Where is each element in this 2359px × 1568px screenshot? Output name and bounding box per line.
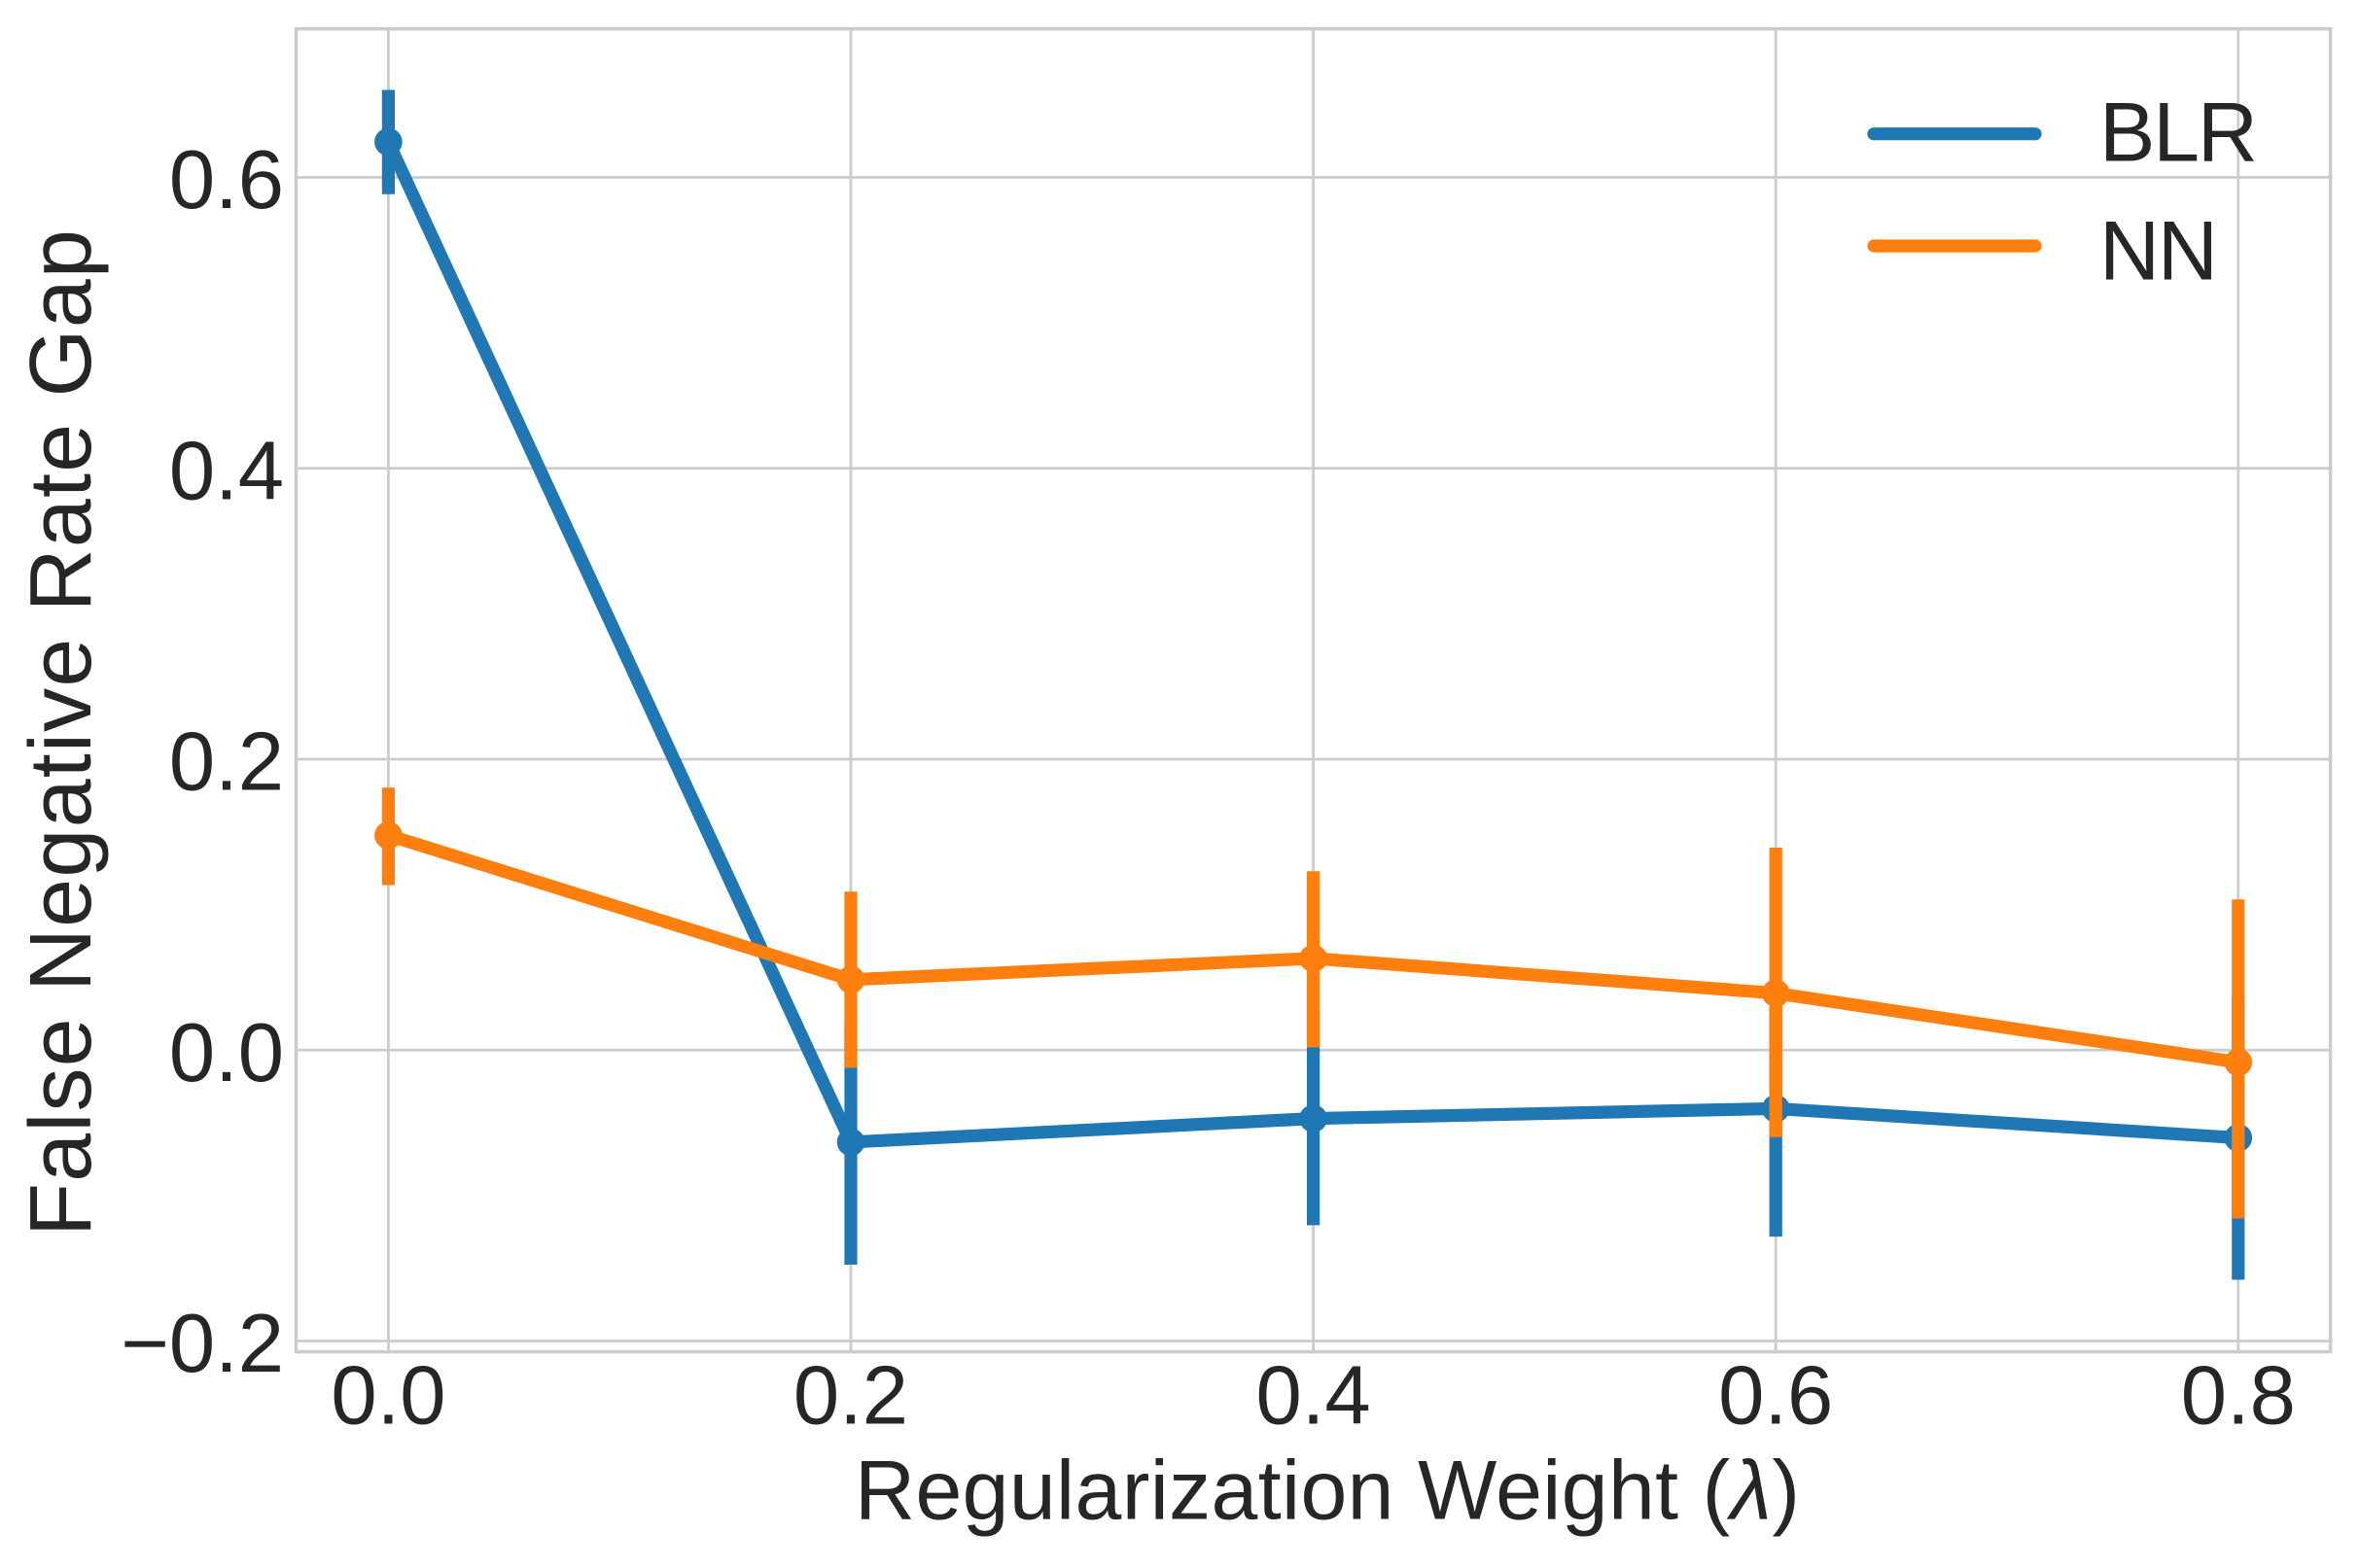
svg-text:0.0: 0.0	[331, 1350, 445, 1443]
svg-text:0.6: 0.6	[1718, 1350, 1833, 1443]
svg-text:0.4: 0.4	[1256, 1350, 1371, 1443]
svg-text:Regularization Weight (λ): Regularization Weight (λ)	[855, 1445, 1800, 1538]
svg-text:0.2: 0.2	[169, 716, 284, 809]
svg-text:NN: NN	[2099, 205, 2218, 298]
svg-text:0.2: 0.2	[793, 1350, 908, 1443]
svg-text:0.0: 0.0	[169, 1007, 284, 1099]
svg-text:0.8: 0.8	[2181, 1350, 2296, 1443]
svg-text:−0.2: −0.2	[121, 1298, 284, 1390]
svg-text:BLR: BLR	[2099, 87, 2258, 180]
svg-text:0.6: 0.6	[169, 134, 284, 226]
svg-text:0.4: 0.4	[169, 425, 284, 517]
